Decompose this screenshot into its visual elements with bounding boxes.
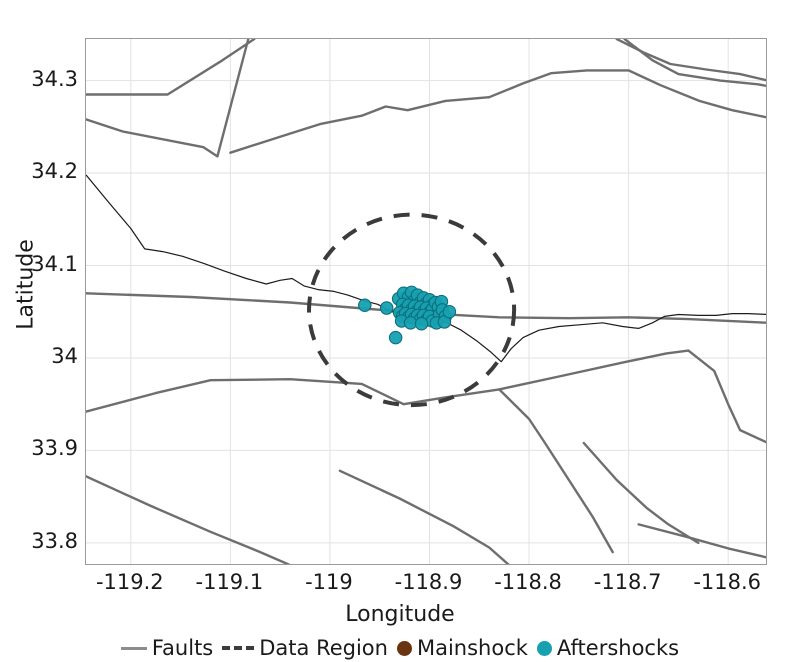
legend-item-label: Mainshock — [416, 635, 528, 660]
legend-dashed-line-icon — [222, 646, 255, 650]
legend-item[interactable]: Data Region — [222, 635, 388, 660]
legend-dot-icon — [536, 640, 552, 656]
legend-dot-icon — [396, 640, 412, 656]
legend-item-label: Data Region — [259, 635, 388, 660]
y-tick-label: 33.8 — [31, 528, 78, 553]
x-tick-label: -118.7 — [593, 570, 662, 594]
x-tick-label: -118.6 — [693, 570, 762, 594]
y-axis-title: Latitude — [13, 239, 39, 330]
y-axis-tick-labels: 34.3 34.2 34.1 34 33.9 33.8 — [0, 0, 78, 662]
chart-legend: Faults Data Region Mainshock Aftershocks — [0, 634, 800, 662]
data-region-circle — [307, 212, 517, 408]
x-tick-label: -119.2 — [95, 570, 164, 594]
y-tick-label: 33.9 — [31, 436, 78, 461]
plot-canvas — [86, 39, 766, 564]
y-tick-label: 34.1 — [31, 251, 78, 276]
legend-item[interactable]: Mainshock — [396, 635, 528, 660]
x-tick-label: -119 — [305, 570, 353, 594]
legend-item[interactable]: Faults — [120, 635, 214, 660]
coastline — [86, 174, 766, 363]
x-tick-label: -118.9 — [394, 570, 463, 594]
legend-solid-line-icon — [120, 646, 147, 650]
aftershock-markers — [358, 285, 457, 345]
legend-item-label: Aftershocks — [556, 635, 680, 660]
y-tick-label: 34.2 — [31, 159, 78, 184]
x-axis-title: Longitude — [345, 602, 455, 627]
fault-lines — [86, 39, 766, 564]
legend-item-label: Faults — [151, 635, 214, 660]
legend-item[interactable]: Aftershocks — [536, 635, 680, 660]
x-tick-label: -119.1 — [195, 570, 264, 594]
plot-area — [85, 38, 767, 565]
y-tick-label: 34 — [51, 343, 78, 368]
x-tick-label: -118.8 — [494, 570, 562, 594]
x-axis-tick-labels: -119.2 -119.1 -119 -118.9 -118.8 -118.7 -118.6 — [0, 572, 800, 602]
gridlines — [86, 39, 766, 564]
y-tick-label: 34.3 — [31, 66, 78, 91]
